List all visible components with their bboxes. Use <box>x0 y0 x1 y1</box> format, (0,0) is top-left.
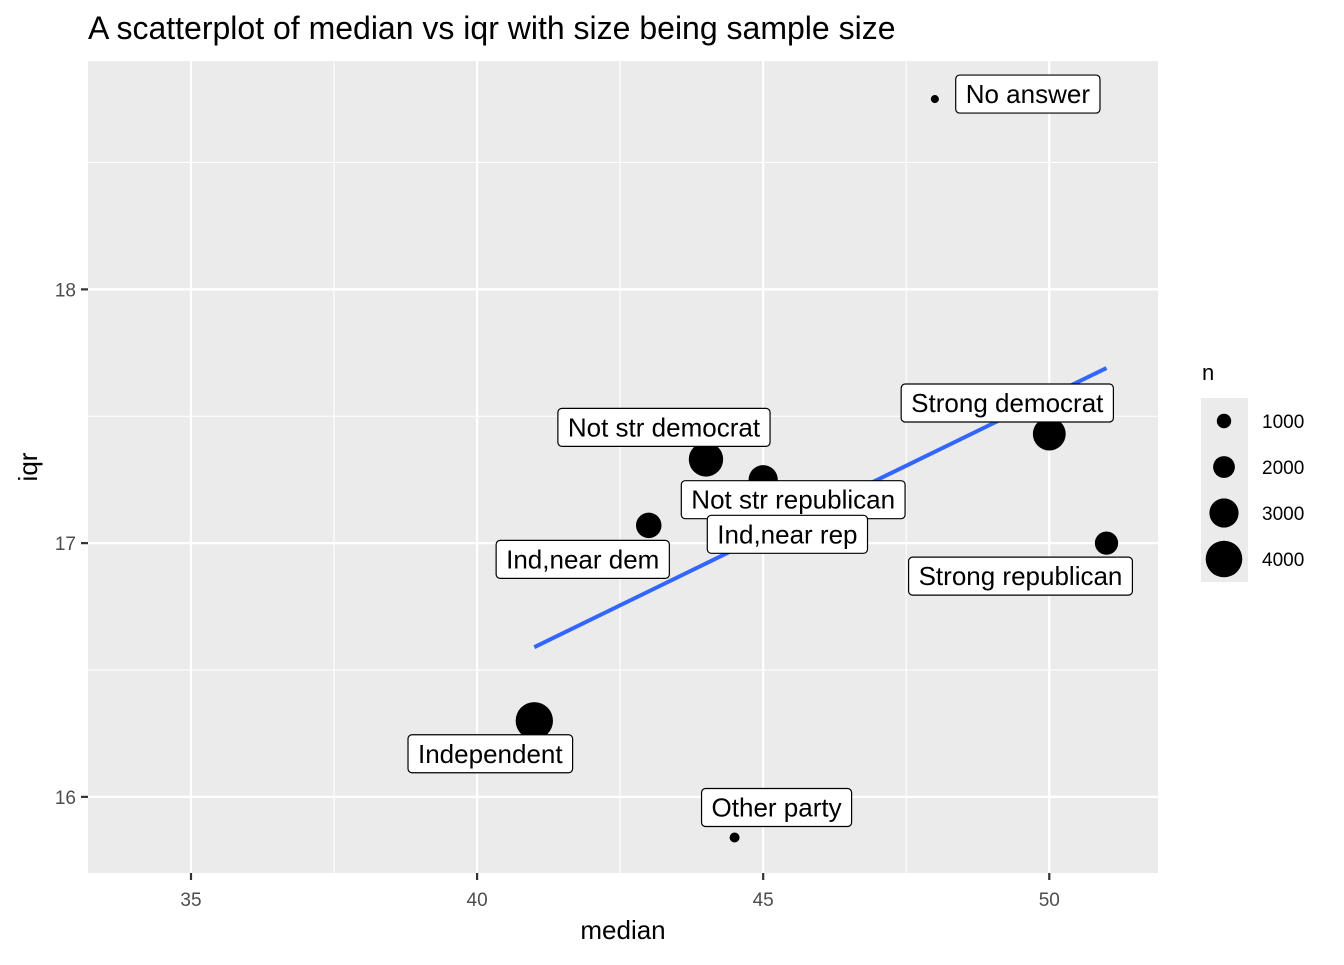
legend-size-key <box>1209 498 1239 528</box>
point-label: Not str democrat <box>557 407 771 447</box>
legend-label: 3000 <box>1262 504 1304 525</box>
y-tick-label: 16 <box>55 788 76 809</box>
data-point <box>688 442 724 477</box>
point-label: Not str republican <box>680 480 906 520</box>
point-label: Ind,near rep <box>706 514 869 554</box>
point-label-text: Not str democrat <box>568 412 761 442</box>
legend-label: 4000 <box>1262 550 1304 571</box>
data-point <box>1094 531 1119 555</box>
point-label-box <box>557 407 771 447</box>
data-point <box>1032 417 1066 451</box>
data-point <box>930 95 939 104</box>
x-axis-title: median <box>580 915 665 945</box>
y-tick-label: 18 <box>55 280 76 301</box>
point-label-box <box>900 383 1114 423</box>
chart-title: A scatterplot of median vs iqr with size… <box>88 10 895 46</box>
point-label: Strong democrat <box>900 383 1114 423</box>
point-label-box <box>495 539 670 579</box>
x-tick-label: 50 <box>1039 890 1060 911</box>
y-tick-label: 17 <box>55 534 76 555</box>
data-point <box>515 702 553 740</box>
point-label-text: Strong democrat <box>911 388 1104 418</box>
legend-label: 1000 <box>1262 412 1304 433</box>
point-label: Strong republican <box>907 556 1134 596</box>
point-label-box <box>407 734 574 774</box>
point-label-text: Other party <box>712 792 842 822</box>
data-point <box>729 832 740 843</box>
point-label-text: Independent <box>418 739 563 769</box>
y-axis-title: iqr <box>13 452 43 481</box>
legend-title: n <box>1202 360 1214 385</box>
point-label-text: Ind,near dem <box>506 544 659 574</box>
legend-size-key <box>1216 413 1232 429</box>
x-tick-label: 35 <box>180 890 201 911</box>
point-label: Other party <box>700 787 853 828</box>
point-label: Ind,near dem <box>495 539 670 579</box>
point-label-box <box>700 787 853 828</box>
size-legend: n 1000 2000 3000 4000 <box>1201 360 1304 582</box>
plot-panel <box>88 61 1158 873</box>
point-label-box <box>706 514 869 554</box>
point-label-text: Not str republican <box>691 485 895 515</box>
point-label-text: Strong republican <box>919 561 1123 591</box>
point-label: No answer <box>955 74 1101 114</box>
legend-size-key <box>1213 456 1235 478</box>
point-label-text: No answer <box>966 79 1091 109</box>
point-labels: No answer Strong democrat Not str democrat… <box>407 74 1134 828</box>
x-tick-label: 45 <box>753 890 774 911</box>
data-point <box>635 512 662 539</box>
x-tick-label: 40 <box>467 890 488 911</box>
legend-label: 2000 <box>1262 458 1304 479</box>
axes: 35 40 45 50 16 17 18 <box>55 280 1060 911</box>
point-label-text: Ind,near rep <box>717 519 857 549</box>
point-label-box <box>907 556 1134 596</box>
legend-size-key <box>1205 540 1243 578</box>
point-label-box <box>955 74 1101 114</box>
point-label: Independent <box>407 734 574 774</box>
